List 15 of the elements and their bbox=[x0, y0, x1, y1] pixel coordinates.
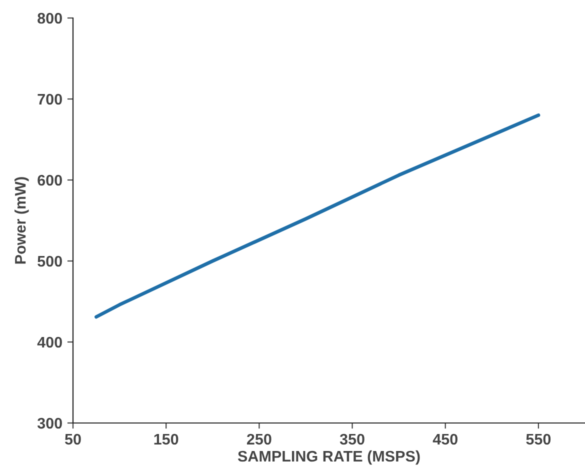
line-series bbox=[94, 113, 540, 319]
y-tick-label: 700 bbox=[38, 94, 62, 105]
x-tick-label: 550 bbox=[526, 434, 551, 445]
x-tick-label: 250 bbox=[246, 434, 272, 445]
x-tick-label: 50 bbox=[64, 434, 81, 445]
y-axis-title: Power (mW) bbox=[14, 177, 29, 264]
x-tick-label: 450 bbox=[432, 434, 458, 445]
x-tick-label: 350 bbox=[340, 434, 364, 445]
y-tick-label: 300 bbox=[37, 418, 62, 429]
y-tick-label: 500 bbox=[38, 256, 62, 267]
x-tick-label: 150 bbox=[154, 434, 178, 445]
y-tick-label: 600 bbox=[38, 174, 62, 186]
y-tick-label: 400 bbox=[37, 336, 62, 348]
x-axis-title: SAMPLING RATE (MSPS) bbox=[238, 450, 420, 465]
y-tick-label: 800 bbox=[38, 12, 62, 24]
